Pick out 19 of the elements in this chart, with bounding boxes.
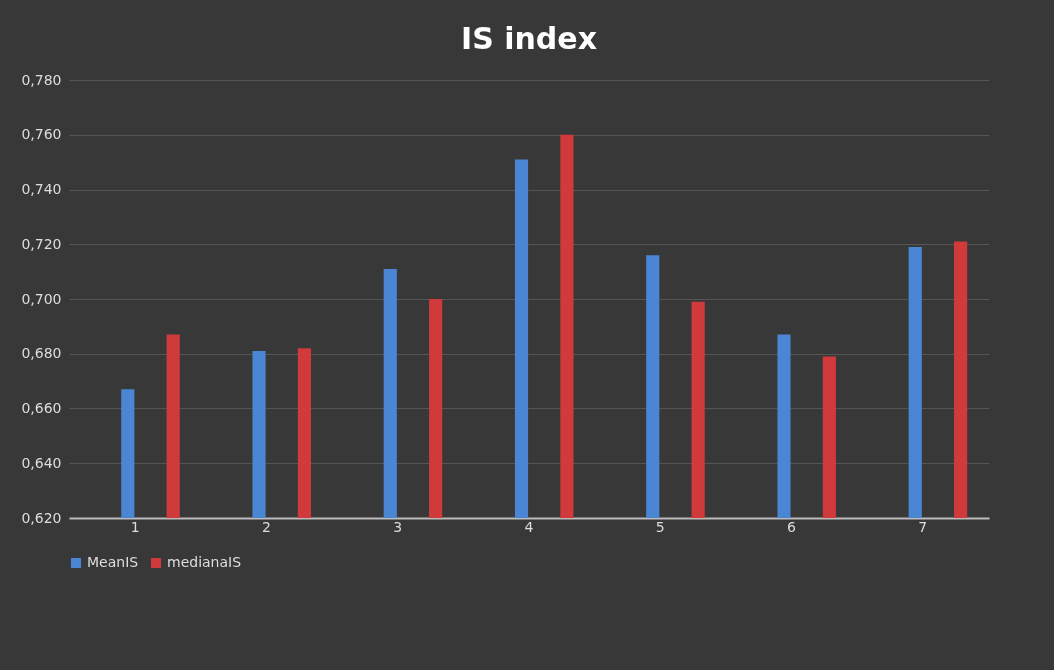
x-tick-label: 1	[130, 518, 140, 535]
y-tick-label: 0,700	[21, 290, 62, 307]
y-tick-label: 0,760	[21, 126, 62, 143]
y-tick-label: 0,680	[21, 345, 62, 362]
y-tick-label: 0,620	[21, 509, 62, 526]
x-tick-label: 7	[918, 518, 928, 535]
x-tick-label: 2	[262, 518, 271, 535]
y-tick-label: 0,740	[21, 181, 62, 197]
y-tick-label: 0,780	[21, 71, 62, 88]
x-tick-label: 5	[655, 518, 665, 535]
chart-title: IS index	[460, 21, 598, 56]
x-tick-label: 4	[524, 518, 534, 535]
y-tick-label: 0,660	[21, 400, 62, 416]
y-tick-label: 0,720	[21, 235, 62, 252]
x-tick-label: 3	[393, 518, 403, 535]
y-tick-label: 0,640	[21, 454, 62, 471]
legend-label: medianaIS	[167, 554, 242, 570]
legend-label: MeanIS	[87, 554, 139, 570]
x-tick-label: 6	[787, 518, 797, 535]
